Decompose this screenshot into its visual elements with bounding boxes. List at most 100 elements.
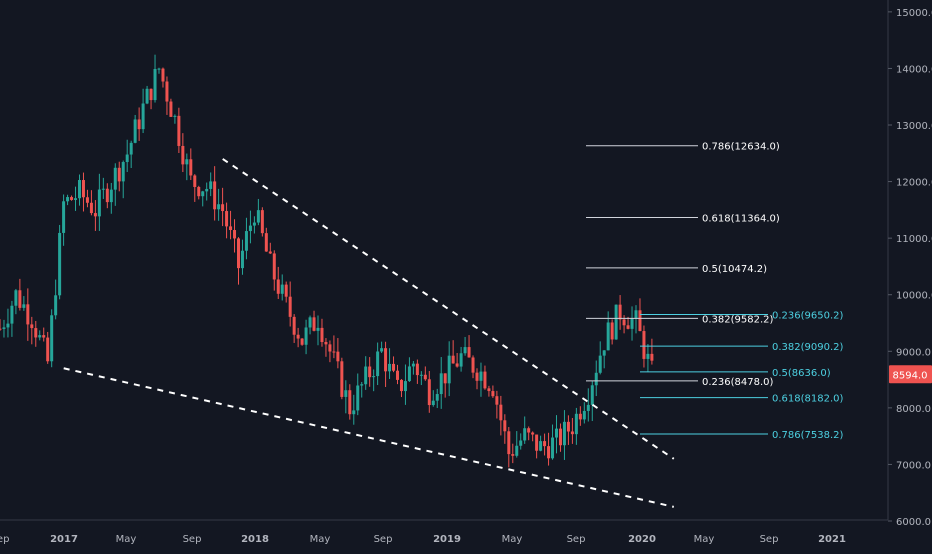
candle-body [316, 327, 320, 331]
candle-body [22, 304, 26, 308]
y-tick-label: 8000.0 [896, 404, 931, 415]
candle-body [483, 371, 487, 389]
candle-body [201, 191, 205, 197]
candle-body [638, 310, 642, 332]
candle-body [101, 188, 105, 190]
lower-wedge-line[interactable] [63, 367, 675, 508]
candle-body [248, 225, 252, 232]
candle-body [165, 81, 169, 102]
candle-body [515, 445, 519, 456]
candle-body [487, 388, 491, 392]
candle-body [626, 325, 630, 329]
candle-body [523, 428, 527, 441]
candle-body [392, 363, 396, 371]
candle-body [547, 446, 551, 459]
x-tick-label: 2018 [241, 534, 269, 545]
candle-body [368, 366, 372, 378]
x-tick-label: 2020 [628, 534, 656, 545]
candle-body [543, 441, 547, 447]
candle-body [197, 186, 201, 197]
candle-body [292, 316, 296, 335]
candle-body [459, 353, 463, 367]
candle-body [34, 328, 38, 338]
candle-body [276, 279, 280, 294]
candle-body [618, 304, 622, 320]
fib-upper-level-label: 0.382(9582.2) [702, 314, 774, 325]
x-tick-label: May [310, 534, 331, 545]
candle-body [610, 322, 614, 340]
candle-series [0, 54, 654, 468]
last-price-label: 8594.0 [893, 370, 928, 381]
fib-upper-level-label: 0.786(12634.0) [702, 142, 780, 153]
candle-body [372, 376, 376, 378]
candle-body [423, 374, 427, 380]
candle-body [376, 351, 380, 377]
candle-body [141, 103, 145, 130]
candle-body [384, 348, 388, 372]
candle-body [288, 296, 292, 317]
candle-body [435, 394, 439, 401]
candle-body [30, 324, 34, 329]
x-tick-label: 2021 [818, 534, 846, 545]
candle-body [431, 400, 435, 406]
candle-body [614, 304, 618, 340]
candle-body [181, 145, 185, 165]
candle-body [336, 351, 340, 362]
candle-body [606, 322, 610, 351]
candle-body [356, 385, 360, 411]
candle-body [169, 101, 173, 117]
x-tick-label: Sep [374, 534, 393, 545]
candle-body [93, 213, 97, 217]
candle-body [217, 204, 221, 210]
candle-body [74, 198, 78, 200]
candle-body [419, 374, 423, 376]
fib-lower-level-label: 0.618(8182.0) [772, 394, 844, 405]
y-tick-label: 10000.0 [896, 291, 932, 302]
candle-body [630, 318, 634, 329]
candle-body [503, 420, 507, 432]
y-tick-label: 6000.0 [896, 517, 931, 528]
fib-lower-level-label: 0.5(8636.0) [772, 368, 831, 379]
candle-body [125, 154, 129, 163]
candle-body [582, 410, 586, 420]
candle-body [439, 373, 443, 395]
candle-body [173, 115, 177, 117]
candle-body [352, 410, 356, 415]
candle-body [209, 181, 213, 189]
candle-body [149, 88, 153, 101]
x-tick-label: 2019 [433, 534, 461, 545]
fib-upper-level-label: 0.5(10474.2) [702, 264, 767, 275]
candle-body [233, 230, 237, 239]
candle-body [213, 181, 217, 210]
y-tick-label: 9000.0 [896, 347, 931, 358]
candle-body [328, 344, 332, 352]
candle-body [0, 328, 2, 330]
candle-body [558, 428, 562, 446]
y-tick-label: 15000.0 [896, 8, 932, 19]
time-axis[interactable]: Sep 2017 May Sep 2018 May Sep 2019 May Sep 2020 May… [0, 534, 846, 545]
candle-body [177, 115, 181, 146]
candle-body [85, 197, 89, 203]
candle-body [10, 305, 14, 324]
candle-body [407, 366, 411, 382]
candle-body [161, 68, 165, 82]
candle-body [109, 189, 113, 203]
candle-body [475, 372, 479, 381]
candle-body [237, 238, 240, 269]
candle-body [566, 421, 570, 432]
candle-body [229, 226, 233, 231]
price-axis[interactable]: 6000.0 7000.0 8000.0 9000.0 10000.0 11000.0 12… [888, 8, 932, 528]
candle-body [81, 180, 85, 198]
candle-body [340, 361, 344, 397]
candle-body [97, 189, 101, 217]
candle-body [66, 197, 70, 202]
candle-body [399, 379, 403, 392]
candle-body [519, 440, 523, 446]
fibonacci-layer: 0.786(12634.0) 0.618(11364.0) 0.5(10474.2)… [586, 142, 844, 441]
candle-body [324, 341, 328, 345]
candle-body [499, 404, 503, 421]
fib-upper-level-label: 0.618(11364.0) [702, 214, 780, 225]
